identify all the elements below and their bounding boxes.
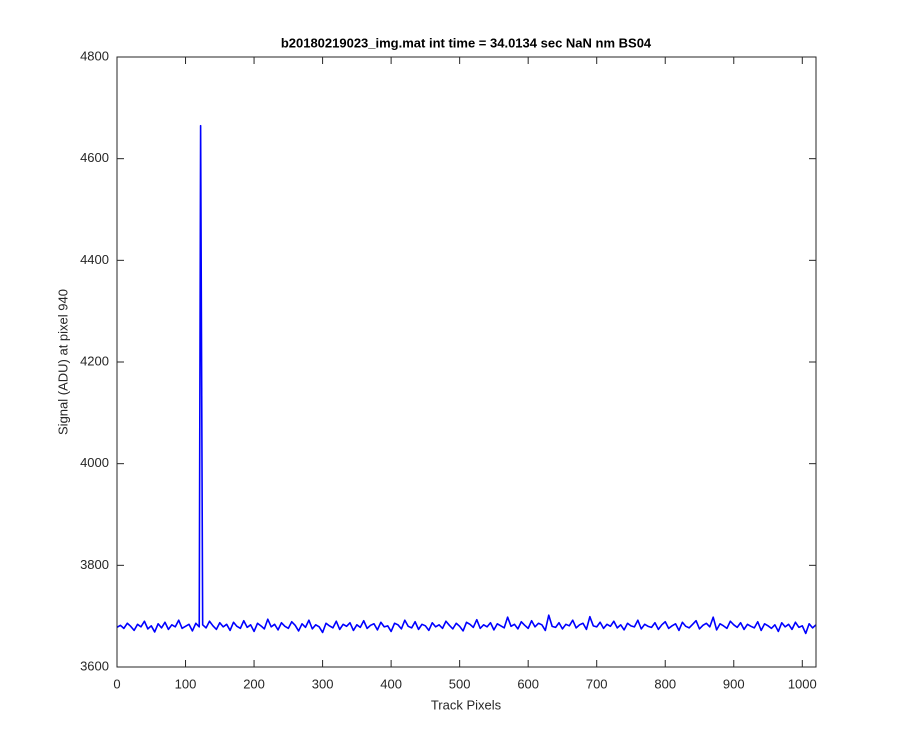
chart-title: b20180219023_img.mat int time = 34.0134 … <box>281 35 652 50</box>
y-tick-label: 3800 <box>80 557 109 572</box>
x-tick-label: 700 <box>586 676 608 691</box>
x-tick-label: 300 <box>312 676 334 691</box>
y-axis-label: Signal (ADU) at pixel 940 <box>55 289 70 435</box>
data-line <box>116 124 817 635</box>
x-tick-label: 0 <box>113 676 120 691</box>
x-tick-label: 900 <box>723 676 745 691</box>
x-tick-label: 400 <box>380 676 402 691</box>
y-tick-label: 4200 <box>80 353 109 368</box>
y-tick-label: 4400 <box>80 252 109 267</box>
x-tick-label: 1000 <box>788 676 817 691</box>
axes-box <box>116 56 817 668</box>
x-tick-label: 500 <box>449 676 471 691</box>
x-tick-label: 100 <box>175 676 197 691</box>
x-tick-label: 200 <box>243 676 265 691</box>
y-tick-label: 3600 <box>80 658 109 673</box>
x-tick-label: 800 <box>654 676 676 691</box>
x-tick-label: 600 <box>517 676 539 691</box>
plot-area <box>117 57 816 667</box>
x-axis-label: Track Pixels <box>431 697 502 712</box>
y-tick-label: 4000 <box>80 455 109 470</box>
y-tick-label: 4800 <box>80 48 109 63</box>
y-tick-label: 4600 <box>80 150 109 165</box>
